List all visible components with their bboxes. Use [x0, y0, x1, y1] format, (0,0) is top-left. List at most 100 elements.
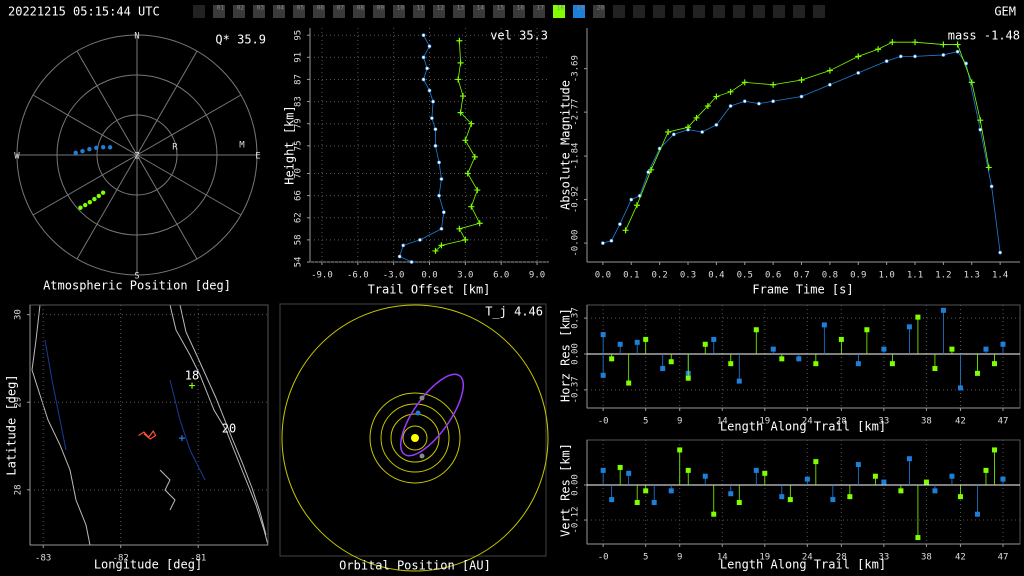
camera-box: [733, 5, 745, 18]
x-tick-label: 0.3: [680, 271, 696, 281]
x-tick-label: 14: [717, 417, 728, 427]
point-marker: [742, 99, 747, 104]
x-tick-label: 1.2: [935, 271, 951, 281]
point-marker: [757, 101, 761, 106]
residual-point: [855, 361, 861, 367]
residual-point: [906, 324, 912, 330]
residual-point: [617, 341, 623, 347]
point-marker: [609, 238, 614, 243]
point-marker: [456, 225, 463, 232]
polar-spoke: [32, 154, 138, 216]
residual-point: [711, 336, 717, 342]
residual-point: [600, 332, 606, 338]
point-marker: [827, 82, 832, 87]
camera-box: [793, 5, 805, 18]
residual-point: [864, 327, 870, 333]
point-marker: [954, 41, 961, 48]
y-tick-label: 66: [294, 190, 304, 201]
residual-point: [626, 380, 632, 386]
camera-box: [373, 5, 385, 18]
shower-code: GEM: [994, 5, 1016, 19]
x-tick-label: -0: [598, 417, 609, 427]
y-tick-label: -2.77: [571, 99, 581, 126]
residual-point: [855, 462, 861, 468]
point-marker: [629, 197, 634, 202]
residual-point: [940, 307, 946, 313]
y-tick-label: 75: [294, 140, 304, 151]
annotation: vel 35.3: [490, 29, 548, 43]
polar-spoke: [136, 154, 242, 216]
residual-point: [983, 346, 989, 352]
residual-point: [1000, 476, 1006, 482]
y-axis-label: Height [km]: [283, 105, 297, 184]
residual-point: [736, 378, 742, 384]
camera-box: [673, 5, 685, 18]
camera-label: 17: [537, 5, 545, 12]
residual-point: [617, 464, 623, 470]
track-point: [100, 190, 106, 195]
polar-spoke: [136, 94, 242, 156]
residual-point: [600, 467, 606, 473]
camera-box: [753, 5, 765, 18]
point-marker: [397, 254, 402, 259]
residual-point: [872, 473, 878, 479]
residual-point: [949, 473, 955, 479]
point-marker: [714, 123, 719, 127]
track-point: [78, 205, 83, 210]
point-marker: [727, 88, 734, 95]
x-tick-label: 38: [921, 417, 932, 427]
point-marker: [622, 227, 629, 234]
camera-box: [313, 5, 325, 18]
point-marker: [425, 66, 430, 71]
x-tick-label: 19: [759, 553, 770, 563]
residual-point: [779, 356, 785, 362]
y-tick-label: -0.00: [571, 230, 581, 257]
residual-point: [830, 497, 836, 503]
map-rivers: [44, 339, 206, 481]
y-axis-label: Absolute Magnitude: [559, 80, 573, 210]
x-tick-label: 28: [836, 417, 847, 427]
residual-point: [643, 488, 649, 494]
residual-point: [983, 467, 989, 473]
camera-box: [573, 5, 585, 18]
camera-box: [353, 5, 365, 18]
x-tick-label: 1.3: [964, 271, 980, 281]
x-axis-label: Frame Time [s]: [752, 283, 853, 297]
residual-point: [685, 467, 691, 473]
residual-point: [753, 327, 759, 333]
polar-spoke: [136, 50, 198, 156]
x-tick-label: 0.0: [421, 271, 437, 281]
x-tick-label: 0.0: [595, 271, 611, 281]
point-marker: [456, 37, 463, 44]
x-tick-label: 0.4: [708, 271, 724, 281]
residual-point: [668, 359, 674, 365]
residual-point: [881, 479, 887, 485]
x-tick-label: 5: [643, 417, 648, 427]
y-tick-label: 0.00: [571, 343, 581, 365]
residual-point: [1000, 341, 1006, 347]
residual-point: [898, 488, 904, 494]
x-tick-label: 9: [677, 553, 682, 563]
y-tick-label: 79: [294, 118, 304, 129]
point-marker: [401, 243, 406, 248]
residual-point: [668, 488, 674, 494]
point-marker: [799, 94, 804, 99]
residual-point: [736, 500, 742, 506]
residual-point: [915, 535, 921, 541]
point-marker: [439, 226, 444, 231]
point-marker: [418, 237, 422, 242]
camera-box: [433, 5, 445, 18]
point-marker: [728, 104, 733, 108]
y-tick-label: 54: [294, 257, 304, 268]
residual-point: [838, 336, 844, 342]
polar-spoke: [136, 154, 198, 260]
annotation: R: [172, 143, 178, 153]
camera-label: 13: [457, 5, 465, 12]
x-tick-label: -0: [598, 553, 609, 563]
residual-point: [949, 346, 955, 352]
residual-point: [813, 361, 819, 367]
point-marker: [471, 153, 478, 160]
camera-label: 05: [297, 5, 305, 12]
camera-label: 12: [437, 5, 445, 12]
point-marker: [427, 44, 432, 49]
